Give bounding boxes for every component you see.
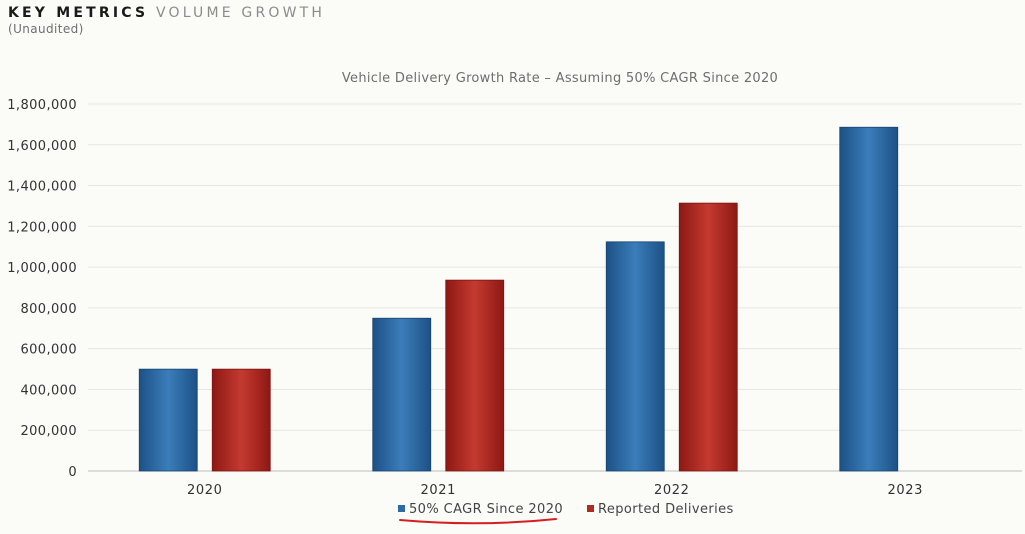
y-tick-label: 1,200,000 (7, 220, 77, 235)
cagr-bar-2023 (839, 126, 899, 472)
legend-reported-swatch (587, 505, 594, 512)
header-key-metrics: KEY METRICS (8, 5, 149, 21)
cagr-bar-2020 (138, 368, 198, 472)
reported-bar-2020 (211, 368, 271, 472)
chart-title: Vehicle Delivery Growth Rate – Assuming … (342, 71, 778, 86)
y-tick-label: 1,600,000 (7, 139, 77, 154)
x-tick-label: 2022 (654, 483, 689, 498)
cagr-bar-2021 (372, 317, 432, 472)
page-header: KEY METRICS VOLUME GROWTH (8, 5, 325, 21)
reported-bar-2021 (445, 279, 505, 472)
y-tick-label: 400,000 (20, 383, 77, 398)
y-tick-label: 0 (68, 465, 77, 480)
legend-underline-annotation (399, 518, 557, 525)
y-tick-label: 600,000 (20, 343, 77, 358)
legend-cagr-label: 50% CAGR Since 2020 (409, 502, 563, 517)
x-tick-label: 2023 (888, 483, 923, 498)
unaudited-note: (Unaudited) (8, 22, 84, 36)
cagr-bar-2022 (605, 241, 665, 472)
x-tick-label: 2020 (187, 483, 222, 498)
y-tick-label: 1,400,000 (7, 180, 77, 195)
legend-reported-label: Reported Deliveries (598, 502, 734, 517)
y-tick-label: 1,000,000 (7, 261, 77, 276)
reported-bar-2022 (678, 202, 738, 472)
header-volume-growth: VOLUME GROWTH (155, 5, 326, 21)
legend-cagr-swatch (398, 505, 405, 512)
y-tick-label: 1,800,000 (7, 98, 77, 113)
x-tick-label: 2021 (421, 483, 456, 498)
y-tick-label: 800,000 (20, 302, 77, 317)
y-tick-label: 200,000 (20, 424, 77, 439)
